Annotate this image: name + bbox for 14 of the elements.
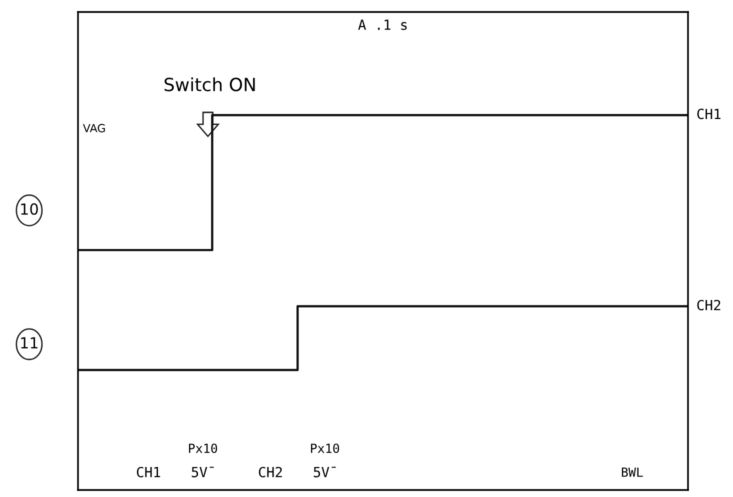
text: 11 (21, 337, 38, 348)
annotation: VAG (82, 124, 105, 132)
annotation: Px10 (311, 444, 340, 454)
annotation: 5V̄ (314, 466, 336, 478)
series-label: CH2 (697, 300, 720, 310)
chart-title: A .1 s (358, 20, 407, 30)
annotation: BWL (622, 468, 643, 477)
text: Switch ON (164, 77, 255, 92)
annotation: CH1 (136, 466, 160, 478)
annotation: CH2 (258, 466, 282, 478)
annotation: 5V̄ (192, 466, 214, 478)
series-label: CH1 (697, 108, 720, 120)
text: 10 (21, 203, 38, 215)
annotation: Px10 (189, 444, 218, 454)
